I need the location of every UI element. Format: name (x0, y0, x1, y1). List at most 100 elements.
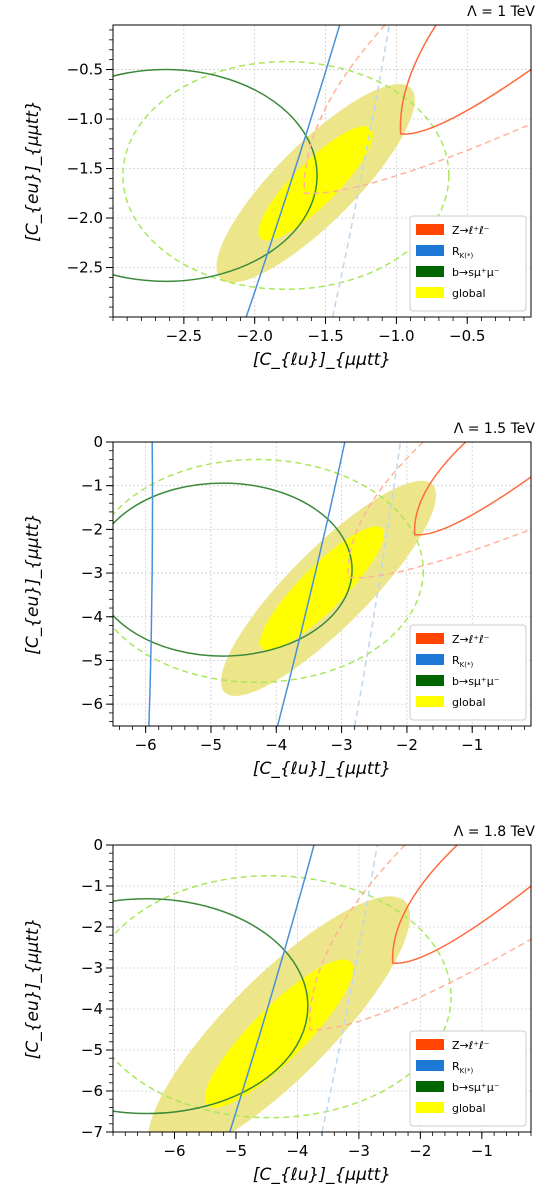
legend-item-rk-subscript: K(*) (460, 661, 474, 669)
legend-item-zll-label: Z→ℓ⁺ℓ⁻ (452, 224, 490, 237)
x-tick-label: −3 (348, 1142, 370, 1160)
legend-item-bsmumu-text: b→sμ⁺μ⁻ (452, 1081, 500, 1094)
x-tick-label: −1.5 (307, 327, 343, 345)
legend-item-global-swatch (416, 696, 444, 707)
x-tick-label: −4 (286, 1142, 308, 1160)
x-tick-label: −4 (265, 736, 287, 754)
y-tick-label: −1.0 (67, 110, 103, 128)
y-tick-label: −1 (81, 877, 103, 895)
x-tick-label: −2 (396, 736, 418, 754)
legend-item-rk-text: R (452, 654, 460, 667)
y-axis-label: [C_{eu}]_{μμtt} (23, 100, 43, 242)
legend-item-rk-swatch (416, 1060, 444, 1071)
y-tick-label: −0.5 (67, 61, 103, 79)
zll-1sigma-contour (413, 442, 531, 536)
axis-ticks: −6 −5 −4 −3 −2 −1 0 −1 −2 −3 −4 −5 −6 −7 (81, 836, 532, 1160)
y-axis-label: [C_{eu}]_{μμtt} (23, 513, 43, 655)
legend-item-zll-swatch (416, 633, 444, 644)
y-tick-label: −2.5 (67, 259, 103, 277)
y-tick-label: −2 (81, 520, 103, 538)
legend-item-global-label: global (452, 1102, 486, 1115)
legend-item-bsmumu-label: b→sμ⁺μ⁻ (452, 1081, 500, 1094)
y-tick-label: −2.0 (67, 209, 103, 227)
x-axis-label: [C_{ℓu}]_{μμtt} (253, 350, 391, 370)
zll-1sigma-contour (391, 845, 531, 964)
y-tick-label: −2 (81, 918, 103, 936)
y-tick-label: −3 (81, 564, 103, 582)
legend-item-zll-swatch (416, 224, 444, 235)
y-axis-label: [C_{eu}]_{μμtt} (23, 918, 43, 1060)
legend-item-rk-label: RK(*) (452, 1060, 473, 1075)
legend-item-rk-swatch (416, 654, 444, 665)
zll-2sigma-contour (303, 25, 531, 195)
bsmumu-1sigma-contour (113, 482, 353, 657)
legend-item-bsmumu-swatch (416, 675, 444, 686)
legend-item-zll-text: Z→ℓ⁺ℓ⁻ (452, 633, 490, 646)
y-tick-label: −4 (81, 1000, 103, 1018)
x-tick-label: −1.0 (378, 327, 414, 345)
legend-item-rk-text: R (452, 245, 460, 258)
plot-frame (112, 441, 532, 727)
legend: Z→ℓ⁺ℓ⁻ RK(*) b→sμ⁺μ⁻ global (409, 1030, 527, 1127)
legend-item-rk-subscript: K(*) (460, 1067, 474, 1075)
plot-frame (112, 24, 532, 318)
legend-item-rk-text: R (452, 1060, 460, 1073)
rk-1sigma-line (245, 25, 341, 317)
bsmumu-1sigma-contour (113, 897, 309, 1115)
axis-ticks: −6 −5 −4 −3 −2 −1 0 −1 −2 −3 −4 −5 −6 (81, 433, 525, 754)
legend: Z→ℓ⁺ℓ⁻ RK(*) b→sμ⁺μ⁻ global (409, 215, 527, 312)
rk-2sigma-line (353, 442, 402, 726)
y-tick-label: −3 (81, 959, 103, 977)
zll-2sigma-contour (308, 845, 531, 1031)
x-tick-label: −6 (163, 1142, 185, 1160)
x-tick-label: −1 (461, 736, 483, 754)
x-tick-label: −2.5 (166, 327, 202, 345)
legend-item-rk-label: RK(*) (452, 654, 473, 669)
plot-area (113, 442, 531, 726)
legend-item-zll-label: Z→ℓ⁺ℓ⁻ (452, 1039, 490, 1052)
x-tick-label: −5 (200, 736, 222, 754)
legend-item-bsmumu-text: b→sμ⁺μ⁻ (452, 675, 500, 688)
y-tick-label: 0 (93, 433, 103, 451)
legend-item-global-text: global (452, 1102, 486, 1115)
legend-item-rk-label: RK(*) (452, 245, 473, 260)
y-tick-label: −5 (81, 1041, 103, 1059)
legend-item-global-text: global (452, 696, 486, 709)
plot-area (113, 25, 531, 317)
legend-item-global-label: global (452, 287, 486, 300)
legend-item-bsmumu-swatch (416, 1081, 444, 1092)
x-tick-label: −6 (135, 736, 157, 754)
legend-item-rk-swatch (416, 245, 444, 256)
y-tick-label: −6 (81, 1082, 103, 1100)
legend: Z→ℓ⁺ℓ⁻ RK(*) b→sμ⁺μ⁻ global (409, 624, 527, 721)
legend-item-bsmumu-label: b→sμ⁺μ⁻ (452, 266, 500, 279)
global-1sigma-region (204, 959, 354, 1108)
x-tick-label: −0.5 (449, 327, 485, 345)
plot-area (113, 845, 531, 1132)
zll-1sigma-contour (399, 25, 531, 135)
rk-1sigma-line (229, 845, 315, 1132)
panel-lambda-1p8tev: −6 −5 −4 −3 −2 −1 0 −1 −2 −3 −4 −5 −6 −7 Λ = 1.8 TeV [C… (23, 824, 535, 1185)
legend-item-zll-swatch (416, 1039, 444, 1050)
zll-2sigma-contour (347, 442, 531, 579)
rk-1sigma-line-far (148, 442, 154, 726)
y-tick-label: −4 (81, 608, 103, 626)
legend-item-zll-label: Z→ℓ⁺ℓ⁻ (452, 633, 490, 646)
x-tick-label: −2 (409, 1142, 431, 1160)
bsmumu-2sigma-contour (113, 458, 424, 684)
legend-item-global-label: global (452, 696, 486, 709)
legend-item-global-text: global (452, 287, 486, 300)
x-axis-label: [C_{ℓu}]_{μμtt} (253, 759, 391, 779)
panel-title: Λ = 1 TeV (467, 4, 535, 20)
y-tick-label: −5 (81, 651, 103, 669)
y-tick-label: −7 (81, 1123, 103, 1141)
x-tick-label: −2.0 (236, 327, 272, 345)
legend-item-bsmumu-label: b→sμ⁺μ⁻ (452, 675, 500, 688)
y-tick-label: −6 (81, 695, 103, 713)
legend-item-bsmumu-text: b→sμ⁺μ⁻ (452, 266, 500, 279)
axis-ticks: −2.5 −2.0 −1.5 −1.0 −0.5 −2.5 −2.0 −1.5 −1.0 −0.5 (67, 29, 525, 345)
y-tick-label: −1.5 (67, 160, 103, 178)
rk-1sigma-line (276, 442, 346, 726)
panel-title: Λ = 1.5 TeV (454, 421, 536, 437)
